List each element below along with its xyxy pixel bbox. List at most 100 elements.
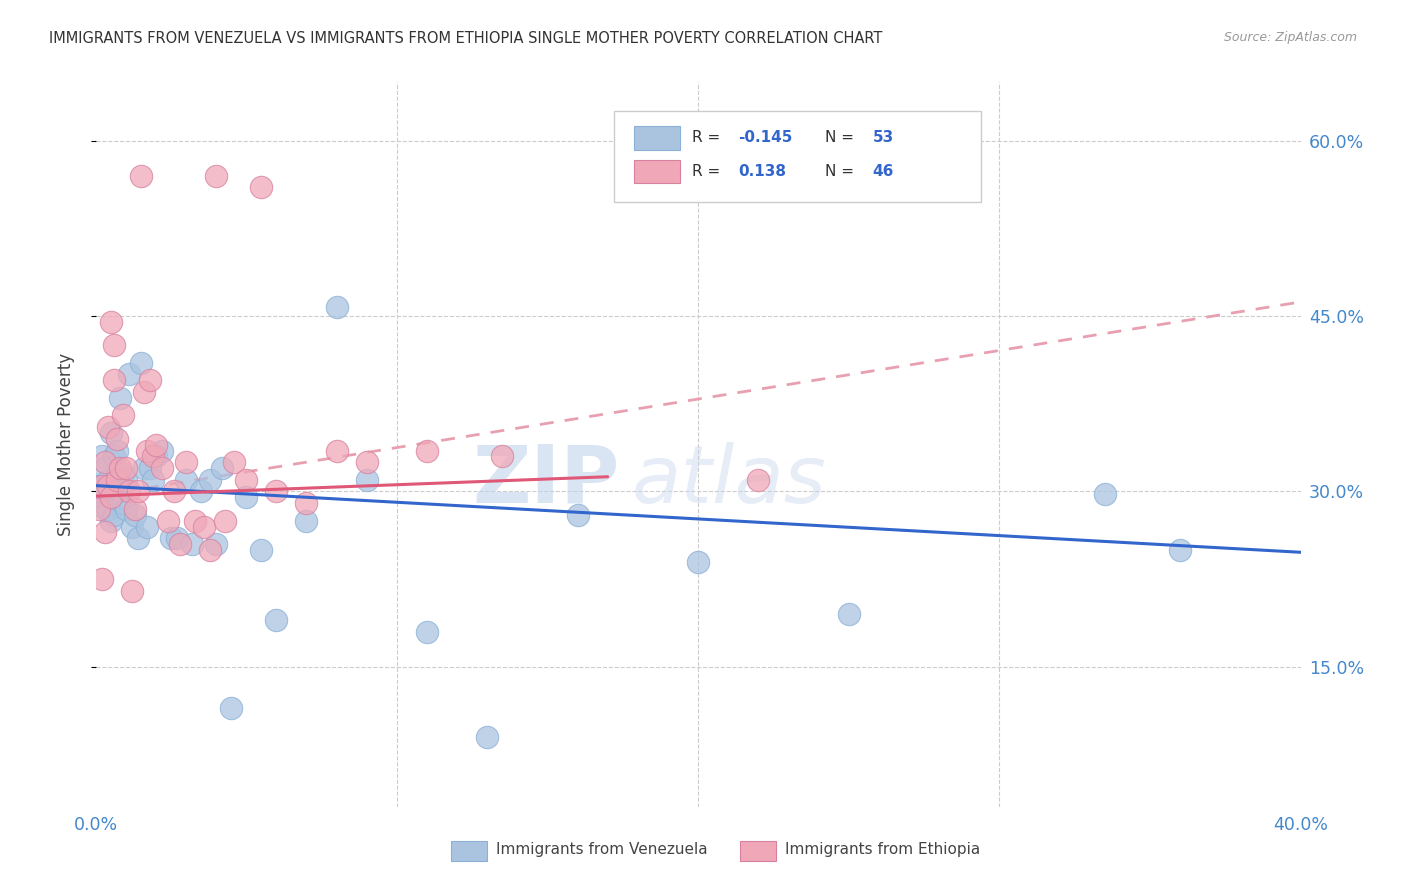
Point xyxy=(93,525,115,540)
Point xyxy=(190,484,212,499)
Point xyxy=(90,478,112,492)
Point xyxy=(97,502,120,516)
Text: Immigrants from Ethiopia: Immigrants from Ethiopia xyxy=(785,842,980,857)
Text: R =: R = xyxy=(692,164,730,178)
Point xyxy=(127,531,149,545)
Point xyxy=(100,491,122,505)
Point xyxy=(90,572,112,586)
Point xyxy=(174,473,197,487)
Text: Immigrants from Venezuela: Immigrants from Venezuela xyxy=(496,842,707,857)
Point xyxy=(150,461,173,475)
Point xyxy=(686,555,709,569)
Point xyxy=(118,484,141,499)
Point xyxy=(160,531,183,545)
FancyBboxPatch shape xyxy=(634,160,681,183)
Point xyxy=(193,519,215,533)
Point xyxy=(150,443,173,458)
Point xyxy=(100,425,122,440)
Point xyxy=(118,368,141,382)
Point xyxy=(111,409,134,423)
Point xyxy=(103,450,125,464)
FancyBboxPatch shape xyxy=(740,840,776,861)
Point xyxy=(169,537,191,551)
Y-axis label: Single Mother Poverty: Single Mother Poverty xyxy=(56,353,75,536)
Point xyxy=(121,519,143,533)
Point xyxy=(121,583,143,598)
Text: 46: 46 xyxy=(873,164,894,178)
Point xyxy=(838,607,860,622)
Point xyxy=(97,473,120,487)
Point xyxy=(114,461,136,475)
Point xyxy=(219,701,242,715)
Point xyxy=(127,484,149,499)
Point xyxy=(93,455,115,469)
Point xyxy=(135,519,157,533)
Text: -0.145: -0.145 xyxy=(738,130,792,145)
Point xyxy=(105,432,128,446)
Point xyxy=(108,391,131,405)
Point xyxy=(205,537,228,551)
Point xyxy=(145,450,167,464)
Point xyxy=(90,491,112,505)
FancyBboxPatch shape xyxy=(451,840,488,861)
Point xyxy=(111,496,134,510)
Text: 53: 53 xyxy=(873,130,894,145)
Point xyxy=(491,450,513,464)
Point xyxy=(124,502,146,516)
Point xyxy=(87,478,110,492)
Point xyxy=(356,473,378,487)
Point xyxy=(295,496,318,510)
Point xyxy=(114,473,136,487)
Point xyxy=(111,467,134,481)
Point xyxy=(124,508,146,522)
FancyBboxPatch shape xyxy=(634,127,681,150)
Point xyxy=(135,443,157,458)
Point xyxy=(198,473,221,487)
Point xyxy=(139,461,162,475)
Point xyxy=(103,338,125,352)
Point xyxy=(198,543,221,558)
Point xyxy=(90,450,112,464)
Point xyxy=(129,356,152,370)
Point xyxy=(142,473,165,487)
Point xyxy=(156,514,179,528)
Point xyxy=(235,473,257,487)
Point xyxy=(108,461,131,475)
Point xyxy=(1094,487,1116,501)
Point xyxy=(132,384,155,399)
Text: N =: N = xyxy=(824,164,859,178)
Point xyxy=(166,531,188,545)
Point xyxy=(163,484,186,499)
FancyBboxPatch shape xyxy=(614,112,981,202)
Point xyxy=(250,180,273,194)
Point xyxy=(266,613,288,627)
Point xyxy=(295,514,318,528)
Point xyxy=(567,508,589,522)
Point xyxy=(114,502,136,516)
Point xyxy=(103,373,125,387)
Point xyxy=(93,461,115,475)
Point xyxy=(214,514,236,528)
Point xyxy=(184,514,207,528)
Point xyxy=(105,467,128,481)
Point xyxy=(87,502,110,516)
Text: atlas: atlas xyxy=(631,442,827,520)
Point xyxy=(356,455,378,469)
Point xyxy=(97,420,120,434)
Point xyxy=(747,473,769,487)
Point xyxy=(205,169,228,183)
Point xyxy=(105,473,128,487)
Text: 0.138: 0.138 xyxy=(738,164,786,178)
Point xyxy=(1168,543,1191,558)
Text: R =: R = xyxy=(692,130,725,145)
Point xyxy=(97,478,120,492)
Point xyxy=(224,455,246,469)
Point xyxy=(211,461,233,475)
Point xyxy=(416,624,439,639)
Point xyxy=(100,478,122,492)
Point xyxy=(132,461,155,475)
Point xyxy=(181,537,204,551)
Point xyxy=(477,730,499,744)
Point xyxy=(416,443,439,458)
Point xyxy=(139,373,162,387)
